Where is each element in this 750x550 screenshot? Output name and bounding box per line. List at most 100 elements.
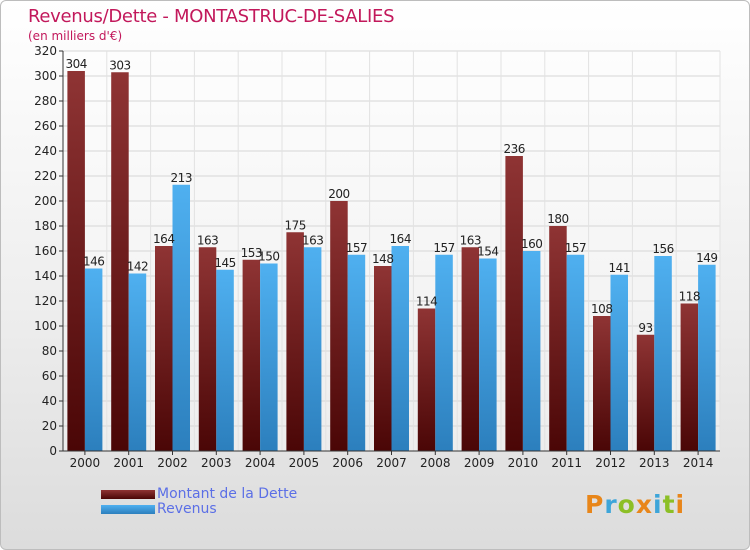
y-tick-label: 0: [49, 444, 57, 458]
y-tick-label: 320: [34, 44, 57, 58]
value-label-dette: 148: [372, 252, 393, 266]
bar-revenus: [260, 263, 278, 451]
y-tick-label: 40: [42, 394, 57, 408]
value-label-dette: 163: [460, 233, 481, 247]
y-tick-label: 260: [34, 119, 57, 133]
legend-label-dette: Montant de la Dette: [157, 486, 298, 502]
y-tick-label: 160: [34, 244, 57, 258]
bar-revenus: [566, 254, 585, 451]
y-tick-label: 200: [34, 194, 57, 208]
bar-dette: [330, 201, 348, 451]
bar-revenus: [172, 184, 190, 451]
logo-letter: P: [585, 490, 605, 519]
value-label-dette: 93: [638, 321, 652, 335]
value-label-revenus: 142: [127, 260, 148, 274]
x-tick-label: 2002: [157, 456, 188, 470]
value-label-revenus: 146: [83, 255, 104, 269]
value-label-revenus: 164: [390, 232, 411, 246]
value-label-revenus: 157: [346, 241, 367, 255]
y-tick-label: 100: [34, 319, 57, 333]
bar-dette: [242, 259, 261, 451]
x-tick-label: 2013: [639, 456, 670, 470]
y-tick-label: 140: [34, 269, 57, 283]
value-label-dette: 108: [591, 302, 612, 316]
bar-dette: [374, 266, 392, 451]
value-label-dette: 303: [109, 58, 130, 72]
bar-dette: [549, 226, 567, 451]
bar-revenus: [698, 264, 716, 451]
value-label-dette: 118: [679, 290, 700, 304]
x-tick-label: 2008: [420, 456, 451, 470]
x-tick-label: 2010: [508, 456, 539, 470]
value-label-revenus: 213: [171, 171, 192, 185]
y-tick-label: 180: [34, 219, 57, 233]
chart-subtitle: (en milliers d'€): [28, 29, 123, 43]
bar-dette: [505, 156, 523, 451]
x-tick-label: 2003: [201, 456, 232, 470]
bar-dette: [636, 334, 655, 451]
value-label-revenus: 163: [302, 233, 323, 247]
legend-swatch-dette: [101, 490, 155, 499]
value-label-revenus: 154: [477, 245, 498, 259]
logo-letter: o: [617, 490, 636, 519]
x-tick-label: 2007: [376, 456, 407, 470]
y-tick-label: 20: [42, 419, 57, 433]
value-label-dette: 180: [547, 212, 568, 226]
value-label-revenus: 149: [696, 251, 717, 265]
bar-revenus: [216, 269, 234, 451]
legend-item-revenus: Revenus: [101, 502, 297, 517]
proxiti-logo: Proxiti: [585, 490, 685, 519]
value-label-dette: 200: [328, 187, 349, 201]
x-tick-label: 2001: [113, 456, 144, 470]
value-label-dette: 164: [153, 232, 174, 246]
x-tick-label: 2012: [595, 456, 626, 470]
value-label-revenus: 156: [652, 242, 673, 256]
value-label-dette: 114: [416, 295, 437, 309]
bar-revenus: [128, 273, 147, 451]
bar-revenus: [391, 246, 409, 451]
value-label-revenus: 157: [433, 241, 454, 255]
y-tick-label: 220: [34, 169, 57, 183]
bar-dette: [417, 308, 436, 451]
y-tick-label: 60: [42, 369, 57, 383]
value-label-dette: 175: [284, 218, 305, 232]
logo-letter: i: [675, 490, 686, 519]
logo-letter: x: [635, 490, 653, 519]
bar-revenus: [84, 268, 103, 451]
y-tick-label: 120: [34, 294, 57, 308]
logo-letter: r: [604, 490, 618, 519]
x-tick-label: 2014: [683, 456, 714, 470]
bar-revenus: [522, 251, 541, 451]
bar-dette: [286, 232, 304, 451]
bar-revenus: [347, 254, 366, 451]
legend: Montant de la Dette Revenus: [101, 487, 297, 517]
x-tick-label: 2000: [70, 456, 101, 470]
value-label-revenus: 141: [609, 261, 630, 275]
y-tick-label: 280: [34, 94, 57, 108]
legend-item-dette: Montant de la Dette: [101, 487, 297, 502]
bar-dette: [198, 247, 217, 451]
x-tick-label: 2011: [551, 456, 582, 470]
bar-dette: [111, 72, 129, 451]
value-label-dette: 163: [197, 233, 218, 247]
bar-revenus: [479, 258, 497, 451]
value-label-revenus: 157: [565, 241, 586, 255]
value-label-revenus: 160: [521, 237, 542, 251]
chart-title: Revenus/Dette - MONTASTRUC-DE-SALIES: [28, 6, 395, 27]
bar-dette: [461, 247, 480, 451]
value-label-dette: 304: [65, 57, 86, 71]
value-label-dette: 236: [503, 142, 524, 156]
y-tick-label: 240: [34, 144, 57, 158]
value-label-dette: 153: [241, 246, 262, 260]
bar-revenus: [435, 254, 453, 451]
bar-dette: [593, 316, 611, 451]
y-tick-label: 80: [42, 344, 57, 358]
logo-letter: i: [653, 490, 663, 519]
bar-revenus: [610, 274, 628, 451]
bar-revenus: [303, 247, 322, 451]
x-tick-label: 2004: [245, 456, 276, 470]
value-label-revenus: 150: [258, 250, 279, 264]
legend-swatch-revenus: [101, 505, 155, 514]
